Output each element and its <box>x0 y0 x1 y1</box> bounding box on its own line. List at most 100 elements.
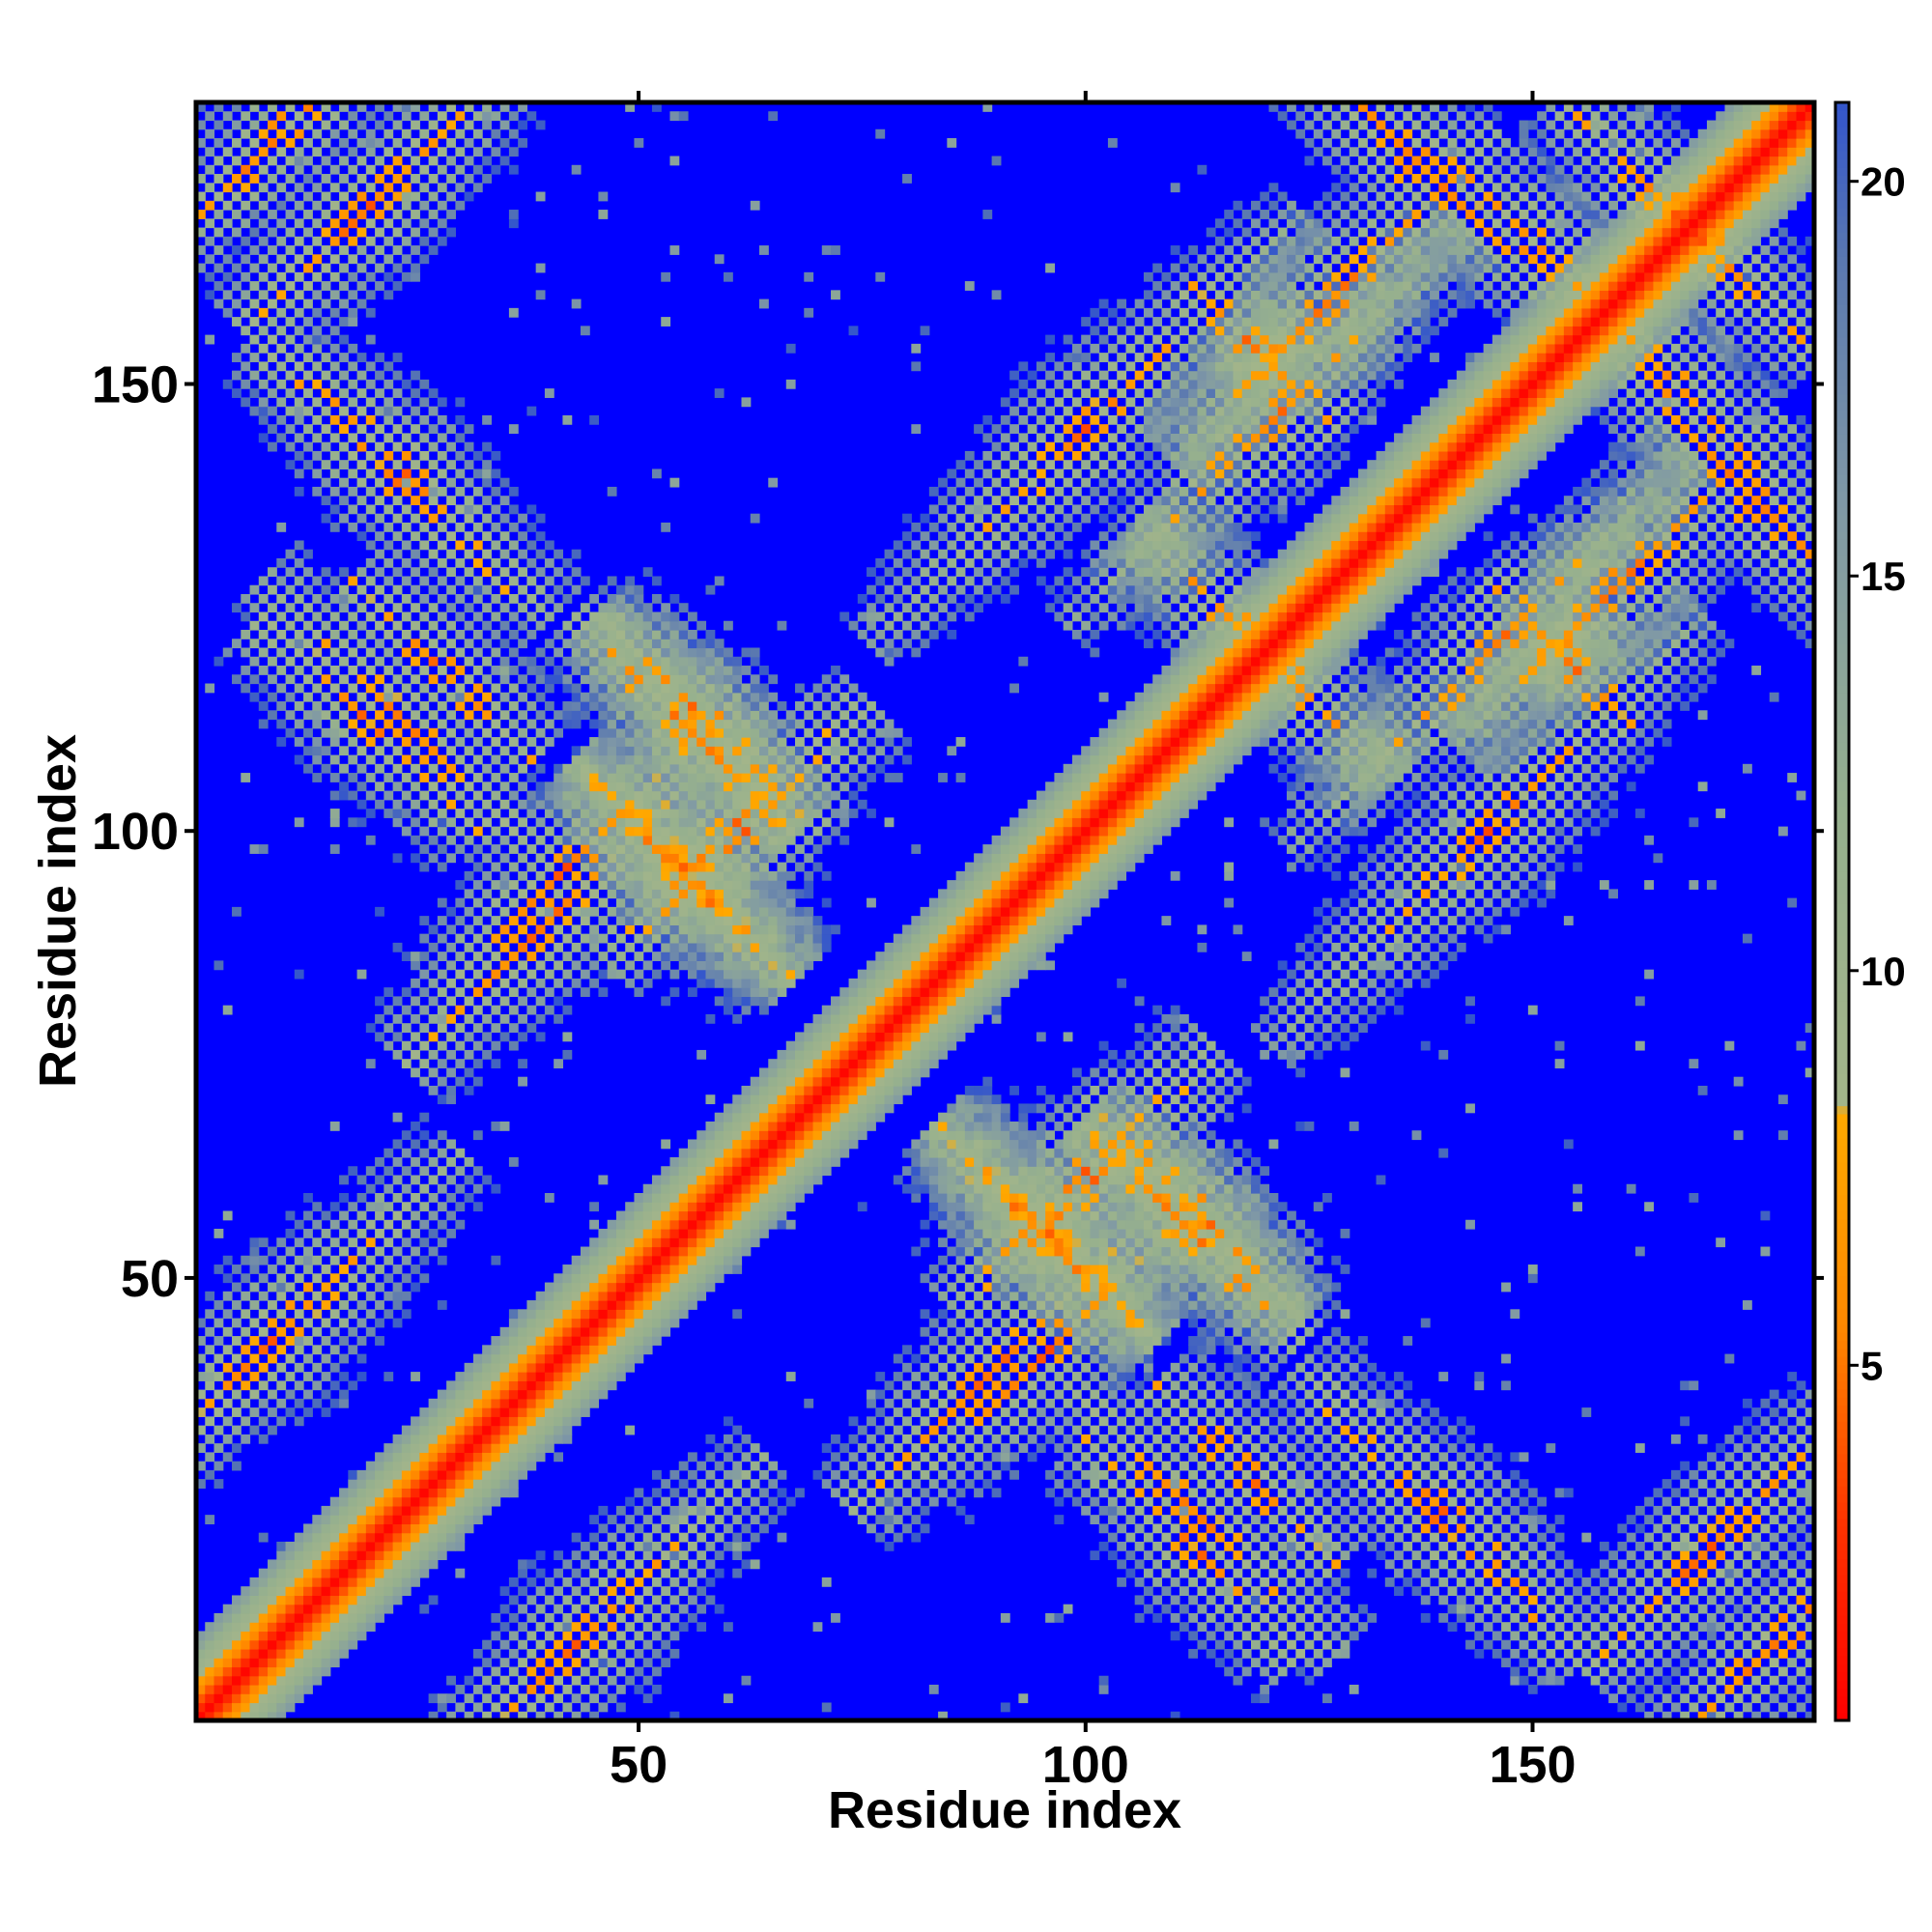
heatmap-cell <box>795 960 805 971</box>
heatmap-cell <box>303 1210 313 1221</box>
heatmap-cell <box>472 522 483 532</box>
heatmap-cell <box>384 361 394 372</box>
heatmap-cell <box>867 987 876 998</box>
heatmap-cell <box>607 889 617 899</box>
heatmap-cell <box>508 147 519 157</box>
heatmap-cell <box>249 334 260 345</box>
heatmap-cell <box>696 897 707 908</box>
heatmap-cell <box>401 379 412 389</box>
heatmap-cell <box>455 933 466 944</box>
heatmap-cell <box>258 1380 269 1391</box>
heatmap-cell <box>589 817 600 828</box>
heatmap-cell <box>499 120 510 130</box>
heatmap-cell <box>669 889 680 899</box>
heatmap-cell <box>661 933 671 944</box>
heatmap-cell <box>268 1631 277 1641</box>
heatmap-cell <box>661 781 671 792</box>
heatmap-cell <box>607 727 617 738</box>
heatmap-cell <box>329 1326 340 1337</box>
heatmap-cell <box>580 1541 590 1551</box>
heatmap-cell <box>634 862 644 872</box>
heatmap-cell <box>482 1505 492 1516</box>
heatmap-cell <box>258 1362 269 1373</box>
heatmap-cell <box>893 746 903 756</box>
heatmap-cell <box>428 424 439 434</box>
heatmap-cell <box>687 1469 697 1480</box>
heatmap-cell <box>598 1326 609 1337</box>
heatmap-cell <box>428 210 439 219</box>
heatmap-cell <box>241 1648 251 1659</box>
heatmap-cell <box>580 629 590 639</box>
heatmap-cell <box>821 1049 832 1060</box>
heatmap-cell <box>759 763 769 774</box>
heatmap-cell <box>625 763 636 774</box>
heatmap-cell <box>276 1675 287 1686</box>
heatmap-cell <box>526 593 537 604</box>
heatmap-cell <box>678 1264 689 1274</box>
heatmap-cell <box>535 584 546 595</box>
heatmap-cell <box>562 781 573 792</box>
heatmap-cell <box>339 210 349 219</box>
heatmap-cell <box>795 763 805 774</box>
heatmap-cell <box>651 1595 662 1605</box>
heatmap-cell <box>455 1389 466 1400</box>
heatmap-cell <box>759 1505 769 1516</box>
heatmap-cell <box>392 1515 403 1524</box>
heatmap-cell <box>554 1416 564 1427</box>
heatmap-cell <box>777 1121 787 1131</box>
heatmap-cell <box>651 844 662 854</box>
heatmap-cell <box>615 692 626 702</box>
heatmap-cell <box>804 1175 814 1185</box>
heatmap-cell <box>339 353 349 362</box>
heatmap-cell <box>642 692 653 702</box>
heatmap-cell <box>759 844 769 854</box>
heatmap-cell <box>285 1210 296 1221</box>
heatmap-cell <box>884 754 895 765</box>
heatmap-cell <box>750 978 760 988</box>
heatmap-cell <box>625 647 636 658</box>
heatmap-cell <box>625 1586 636 1597</box>
heatmap-cell <box>384 469 394 479</box>
heatmap-cell <box>785 1094 796 1105</box>
heatmap-cell <box>580 666 590 675</box>
heatmap-cell <box>339 1550 349 1561</box>
heatmap-cell <box>893 987 903 998</box>
heatmap-cell <box>625 809 636 818</box>
heatmap-cell <box>884 1040 895 1051</box>
heatmap-cell <box>902 174 912 184</box>
heatmap-cell <box>276 433 287 443</box>
heatmap-cell <box>455 647 466 658</box>
heatmap-cell <box>777 942 787 952</box>
heatmap-cell <box>687 754 697 765</box>
heatmap-cell <box>759 1121 769 1131</box>
heatmap-cell <box>312 164 323 175</box>
heatmap-cell <box>589 933 600 944</box>
heatmap-cell <box>714 897 724 908</box>
heatmap-cell <box>812 781 823 792</box>
heatmap-cell <box>222 647 233 658</box>
heatmap-cell <box>714 826 724 837</box>
heatmap-cell <box>589 629 600 639</box>
heatmap-cell <box>705 1193 716 1203</box>
heatmap-cell <box>348 683 358 694</box>
heatmap-cell <box>321 639 331 649</box>
heatmap-cell <box>812 1067 823 1078</box>
heatmap-cell <box>831 790 840 801</box>
heatmap-cell <box>285 1568 296 1578</box>
heatmap-cell <box>615 611 626 622</box>
heatmap-cell <box>356 674 367 685</box>
heatmap-cell <box>268 1622 277 1633</box>
heatmap-cell <box>785 1067 796 1078</box>
heatmap-cell <box>419 701 430 711</box>
heatmap-cell <box>651 1264 662 1274</box>
heatmap-cell <box>687 1505 697 1516</box>
heatmap-cell <box>678 1210 689 1221</box>
heatmap-cell <box>785 960 796 971</box>
heatmap-cell <box>437 1541 447 1551</box>
heatmap-cell <box>785 1372 796 1381</box>
heatmap-cell <box>446 477 456 488</box>
heatmap-cell <box>401 1568 412 1578</box>
heatmap-cell <box>356 1532 367 1543</box>
heatmap-cell <box>518 1013 527 1024</box>
heatmap-cell <box>535 1434 546 1444</box>
